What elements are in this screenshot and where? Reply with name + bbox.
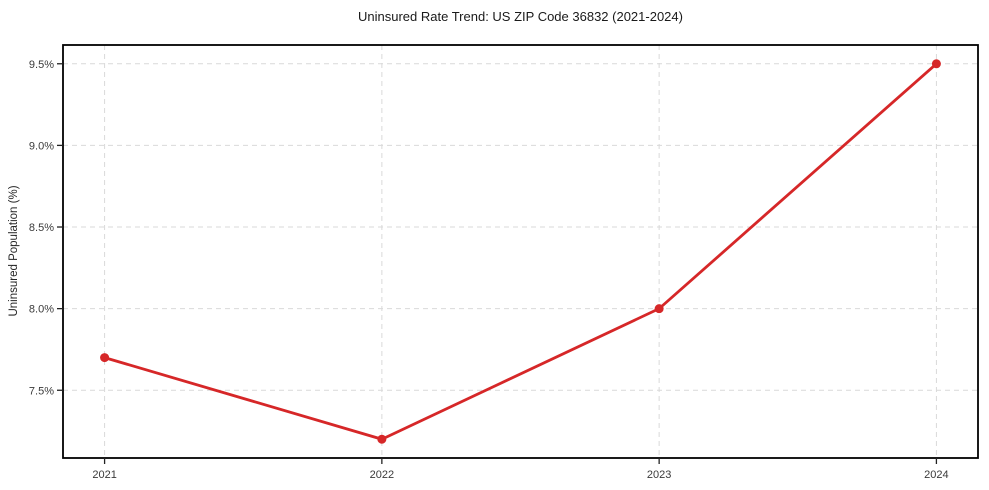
- x-tick-label: 2023: [647, 469, 671, 481]
- x-tick-label: 2022: [370, 469, 394, 481]
- y-tick-label: 8.0%: [29, 304, 54, 316]
- y-tick-label: 9.0%: [29, 140, 54, 152]
- plot-border: [62, 44, 979, 459]
- data-point: [654, 304, 664, 314]
- y-tick-label: 7.5%: [29, 385, 54, 397]
- x-tick-label: 2024: [924, 469, 948, 481]
- data-point: [377, 434, 387, 444]
- x-tick-label: 2021: [92, 469, 116, 481]
- chart-title: Uninsured Rate Trend: US ZIP Code 36832 …: [358, 9, 683, 24]
- trend-line: [103, 62, 938, 441]
- y-tick-label: 9.5%: [29, 59, 54, 71]
- data-point: [931, 59, 941, 69]
- y-tick-label: 8.5%: [29, 222, 54, 234]
- data-point: [100, 353, 110, 363]
